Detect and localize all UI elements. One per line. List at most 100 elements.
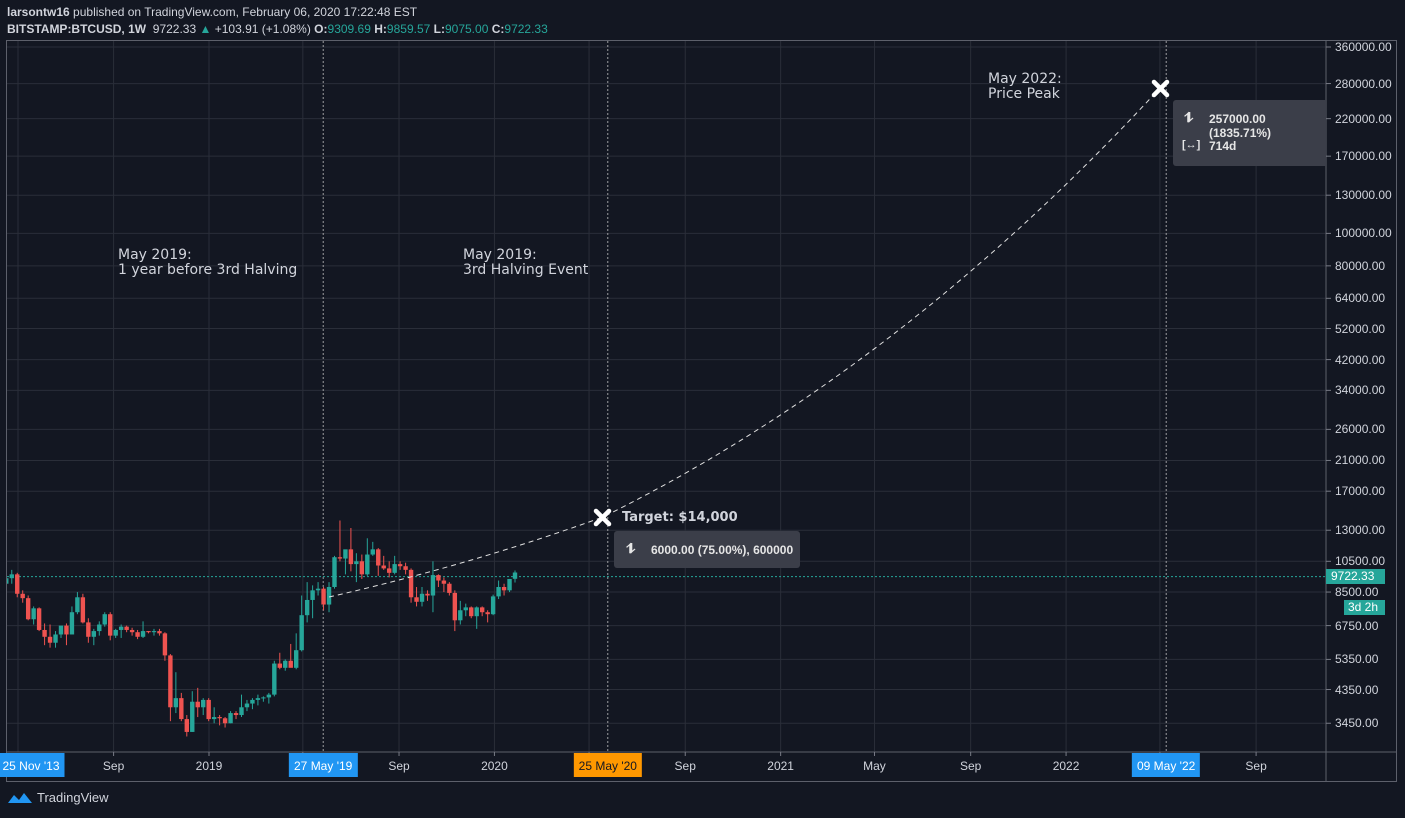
- publish-info: larsontw16 published on TradingView.com,…: [7, 5, 417, 19]
- candle-body: [217, 717, 222, 719]
- symbol[interactable]: BITSTAMP:BTCUSD, 1W: [7, 22, 147, 36]
- candle: [36, 607, 42, 632]
- candle-body: [69, 612, 75, 635]
- candle: [97, 621, 102, 636]
- vertical-range-icon: ⥮: [626, 541, 636, 556]
- target-measure-box[interactable]: ⥮ 6000.00 (75.00%), 600000: [614, 531, 800, 568]
- candle-body: [458, 610, 463, 621]
- candle-body: [173, 698, 179, 708]
- high-value: 9859.57: [386, 22, 431, 36]
- candle: [386, 561, 392, 578]
- annotation-halving-event[interactable]: May 2019: 3rd Halving Event: [463, 247, 589, 278]
- candle: [288, 643, 293, 668]
- candle-body: [135, 632, 140, 637]
- annotation-1-year-before-halving[interactable]: May 2019: 1 year before 3rd Halving: [118, 247, 298, 278]
- brand-name: TradingView: [37, 790, 109, 805]
- candle: [206, 698, 211, 722]
- candle: [146, 631, 151, 634]
- time-marker-label[interactable]: 09 May '22: [1131, 753, 1201, 777]
- candle-body: [108, 614, 113, 636]
- candle-body: [315, 588, 321, 591]
- candle-body: [9, 574, 14, 579]
- price-ticks: [1326, 46, 1331, 724]
- candle-body: [7, 578, 9, 584]
- candle-body: [452, 592, 458, 621]
- time-marker-label[interactable]: 25 May '20: [573, 753, 642, 777]
- time-marker-label[interactable]: 25 Nov '13: [0, 753, 65, 777]
- price-tick-label: 220000.00: [1335, 111, 1392, 126]
- candle: [228, 711, 233, 724]
- candle: [447, 582, 452, 596]
- price-tick-label: 52000.00: [1335, 321, 1386, 336]
- candle-body: [244, 703, 250, 708]
- candle: [211, 707, 217, 724]
- candle-body: [15, 574, 20, 594]
- price-tick-label: 5350.00: [1335, 652, 1379, 667]
- candle-body: [250, 699, 255, 704]
- candle: [479, 606, 485, 617]
- candle: [118, 624, 124, 638]
- candle: [80, 593, 86, 624]
- candle: [381, 555, 386, 570]
- candle-body: [97, 624, 102, 632]
- candle-body: [414, 597, 419, 602]
- candle: [217, 715, 222, 726]
- candle: [359, 554, 365, 579]
- candle-body: [31, 608, 36, 620]
- candle: [474, 606, 479, 629]
- target-label[interactable]: Target: $14,000: [622, 510, 738, 525]
- candle-body: [348, 549, 354, 565]
- candle: [294, 633, 299, 670]
- price-tick-label: 34000.00: [1335, 383, 1386, 398]
- tradingview-logo[interactable]: TradingView: [7, 790, 109, 805]
- time-tick-label: Sep: [1245, 759, 1267, 773]
- open-value: 9309.69: [327, 22, 371, 36]
- candle-body: [86, 622, 91, 637]
- x-mark-icon[interactable]: [1151, 79, 1170, 98]
- candle: [463, 603, 468, 617]
- change: +103.91 (+1.08%): [214, 22, 311, 36]
- candle-body: [490, 596, 496, 615]
- candle-body: [370, 549, 375, 555]
- candle: [124, 625, 129, 633]
- candle-body: [75, 597, 80, 613]
- candle-body: [507, 578, 512, 591]
- peak-days-text: 714d: [1209, 139, 1237, 153]
- up-triangle-icon: ▲: [199, 22, 212, 36]
- candle: [140, 621, 146, 638]
- candle: [272, 660, 277, 697]
- candle-body: [512, 572, 518, 579]
- candle-body: [419, 593, 425, 602]
- candle-body: [211, 717, 217, 720]
- candle: [370, 541, 375, 556]
- candle: [151, 628, 157, 636]
- candle: [414, 587, 419, 607]
- price-tick-label: 42000.00: [1335, 352, 1386, 367]
- vertical-marker-lines: [322, 41, 1167, 752]
- candle: [129, 627, 135, 636]
- candle: [458, 600, 463, 625]
- annotation-price-peak[interactable]: May 2022: Price Peak: [988, 71, 1062, 102]
- peak-measure-box[interactable]: ⥮ 257000.00 (1835.71%) [↔] 714d: [1173, 100, 1326, 166]
- candle-body: [20, 593, 25, 599]
- projection-path[interactable]: [328, 87, 1161, 598]
- candle-body: [162, 633, 168, 656]
- candle-body: [47, 636, 53, 643]
- author[interactable]: larsontw16: [7, 5, 70, 19]
- candle: [408, 568, 414, 603]
- x-mark-icon[interactable]: [593, 508, 612, 527]
- candle: [195, 687, 200, 718]
- candle: [436, 574, 441, 588]
- candle-body: [436, 575, 441, 581]
- time-tick-label: 2021: [767, 759, 794, 773]
- candle-body: [501, 587, 507, 591]
- price-tick-label: 17000.00: [1335, 484, 1386, 499]
- candle-body: [381, 565, 386, 569]
- price-tick-label: 64000.00: [1335, 291, 1386, 306]
- candle: [64, 623, 69, 646]
- time-marker-label[interactable]: 27 May '19: [289, 753, 358, 777]
- candle-body: [337, 557, 343, 559]
- candle: [441, 577, 447, 593]
- candle-body: [206, 699, 211, 720]
